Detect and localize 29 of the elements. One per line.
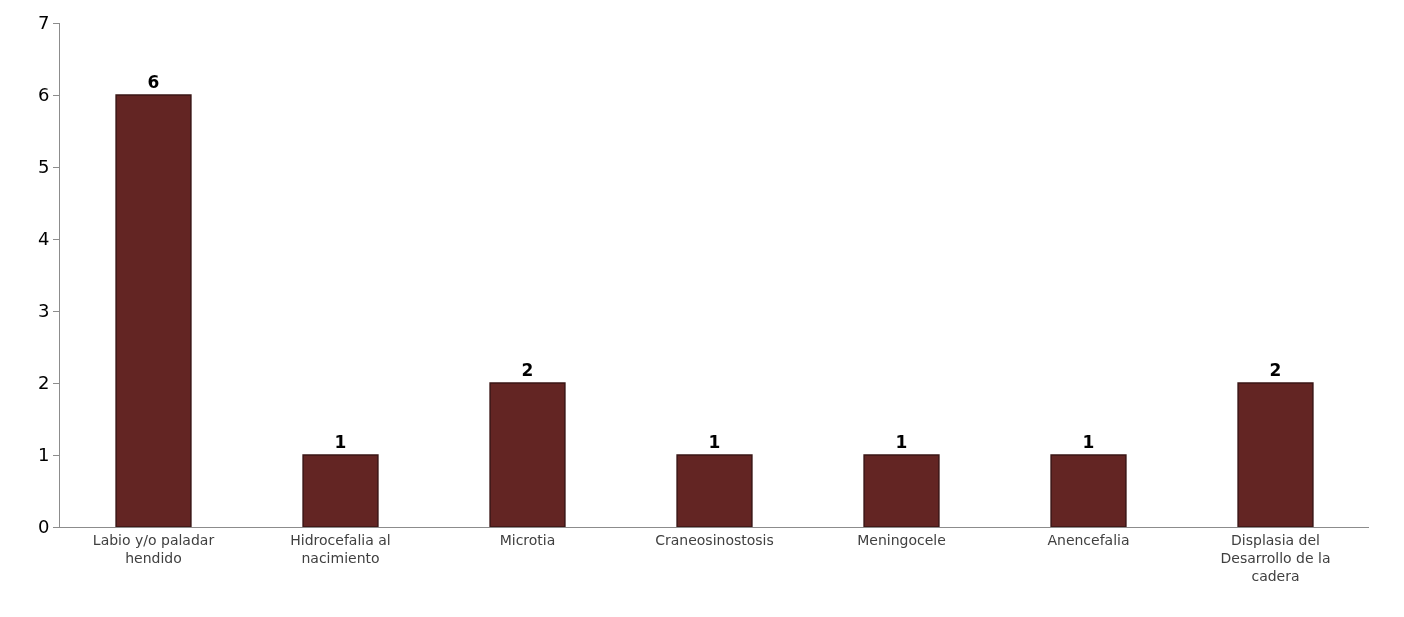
x-tick-label: Craneosinostosis xyxy=(655,531,774,548)
bar xyxy=(115,94,192,527)
data-label: 1 xyxy=(708,432,721,452)
x-tick-label: Displasia del Desarrollo de la cadera xyxy=(1220,531,1331,585)
y-tick-label: 4 xyxy=(37,228,50,250)
x-tick-label: Microtia xyxy=(499,531,556,548)
y-tick-label: 2 xyxy=(37,372,50,394)
y-tick-label: 5 xyxy=(37,156,50,178)
bar xyxy=(1237,382,1314,527)
y-tick-label: 1 xyxy=(37,444,50,466)
y-tick-label: 0 xyxy=(37,516,50,538)
bar xyxy=(863,454,940,527)
y-tick-label: 6 xyxy=(37,84,50,106)
bar xyxy=(302,454,379,527)
y-tick-label: 7 xyxy=(37,12,50,34)
data-label: 2 xyxy=(1269,360,1282,380)
x-tick-label: Anencefalia xyxy=(1047,531,1130,548)
y-tick-label: 3 xyxy=(37,300,50,322)
x-tick-label: Labio y/o paladar hendido xyxy=(92,531,215,566)
x-tick-label: Hidrocefalia al nacimiento xyxy=(290,531,391,566)
bar xyxy=(676,454,753,527)
x-tick-label: Meningocele xyxy=(857,531,946,548)
bar xyxy=(489,382,566,527)
data-label: 2 xyxy=(521,360,534,380)
bar xyxy=(1050,454,1127,527)
data-label: 1 xyxy=(895,432,908,452)
data-label: 1 xyxy=(334,432,347,452)
data-label: 1 xyxy=(1082,432,1095,452)
data-label: 6 xyxy=(147,72,160,92)
